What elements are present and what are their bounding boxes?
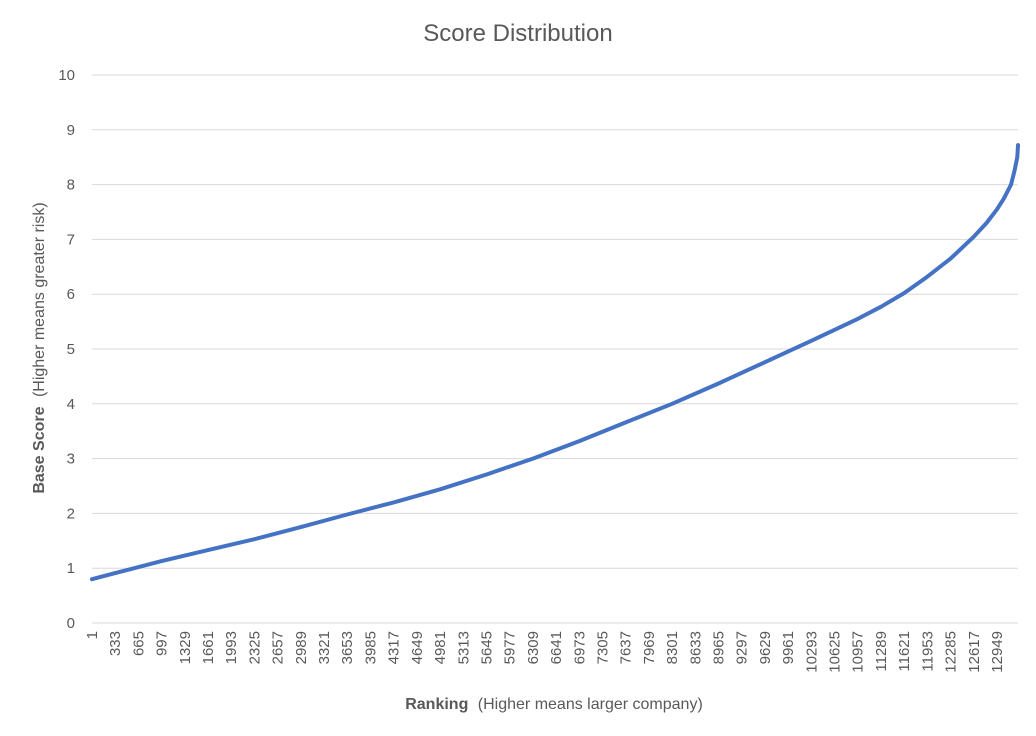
x-tick-label: 8301 (664, 631, 681, 664)
y-tick-label: 6 (67, 286, 75, 303)
y-axis-title-bold: Base Score (31, 406, 48, 493)
x-tick-label: 5313 (455, 631, 472, 664)
x-axis-title-bold: Ranking (405, 696, 468, 713)
x-tick-label: 3321 (316, 631, 333, 664)
y-tick-label: 9 (67, 122, 75, 139)
gridlines (92, 74, 1018, 624)
y-tick-label: 5 (67, 341, 75, 358)
x-tick-label: 11621 (896, 631, 913, 672)
x-tick-label: 4981 (432, 631, 449, 664)
x-tick-label: 2989 (293, 631, 310, 664)
y-axis-ticks: 0 1 2 3 4 5 6 7 8 9 10 (58, 67, 75, 632)
x-tick-label: 10625 (827, 631, 844, 673)
series-line (90, 143, 1020, 582)
y-tick-label: 3 (67, 451, 75, 468)
x-tick-label: 6641 (548, 631, 565, 664)
x-tick-label: 9961 (780, 631, 797, 664)
y-axis-title: Base Score (Higher means greater risk) (31, 202, 48, 493)
x-tick-label: 9629 (757, 631, 774, 664)
y-tick-label: 1 (67, 560, 75, 577)
x-tick-label: 12617 (966, 631, 983, 673)
y-tick-label: 4 (67, 396, 75, 413)
x-tick-label: 3653 (339, 631, 356, 664)
x-tick-label: 1329 (177, 631, 194, 664)
x-tick-label: 8633 (687, 631, 704, 664)
x-tick-label: 333 (107, 631, 124, 656)
x-axis-title-rest: (Higher means larger company) (478, 696, 703, 713)
y-axis-title-rest: (Higher means greater risk) (31, 202, 48, 397)
x-tick-label: 10957 (850, 631, 867, 673)
x-axis-ticks: 1 333 665 997 1329 1661 1993 2325 2657 2989 3321 36… (84, 631, 1006, 673)
x-tick-label: 8965 (711, 631, 728, 664)
x-tick-label: 12949 (989, 631, 1006, 673)
x-tick-label: 5645 (478, 631, 495, 664)
y-tick-label: 7 (67, 231, 75, 248)
x-tick-label: 1993 (223, 631, 240, 664)
x-tick-label: 11953 (919, 631, 936, 672)
x-tick-label: 9297 (734, 631, 751, 664)
chart-title: Score Distribution (423, 20, 612, 47)
x-tick-label: 1661 (200, 631, 217, 664)
y-tick-label: 2 (67, 505, 75, 522)
x-axis-title: Ranking (Higher means larger company) (405, 696, 703, 713)
x-tick-label: 997 (154, 631, 171, 656)
x-tick-label: 665 (130, 631, 147, 656)
x-tick-label: 11289 (873, 631, 890, 672)
x-tick-label: 5977 (502, 631, 519, 664)
y-tick-label: 10 (58, 67, 75, 84)
y-tick-label: 0 (67, 615, 75, 632)
x-tick-label: 4649 (409, 631, 426, 664)
x-tick-label: 2657 (270, 631, 287, 664)
x-tick-label: 10293 (803, 631, 820, 673)
x-tick-label: 7637 (618, 631, 635, 664)
x-tick-label: 7969 (641, 631, 658, 664)
x-tick-label: 6309 (525, 631, 542, 664)
x-tick-label: 12285 (943, 631, 960, 673)
x-tick-label: 2325 (246, 631, 263, 664)
x-tick-label: 3985 (362, 631, 379, 664)
y-tick-label: 8 (67, 177, 75, 194)
x-tick-label: 4317 (386, 631, 403, 664)
x-tick-label: 6973 (571, 631, 588, 664)
x-tick-label: 7305 (594, 631, 611, 664)
x-tick-label: 1 (84, 631, 101, 639)
